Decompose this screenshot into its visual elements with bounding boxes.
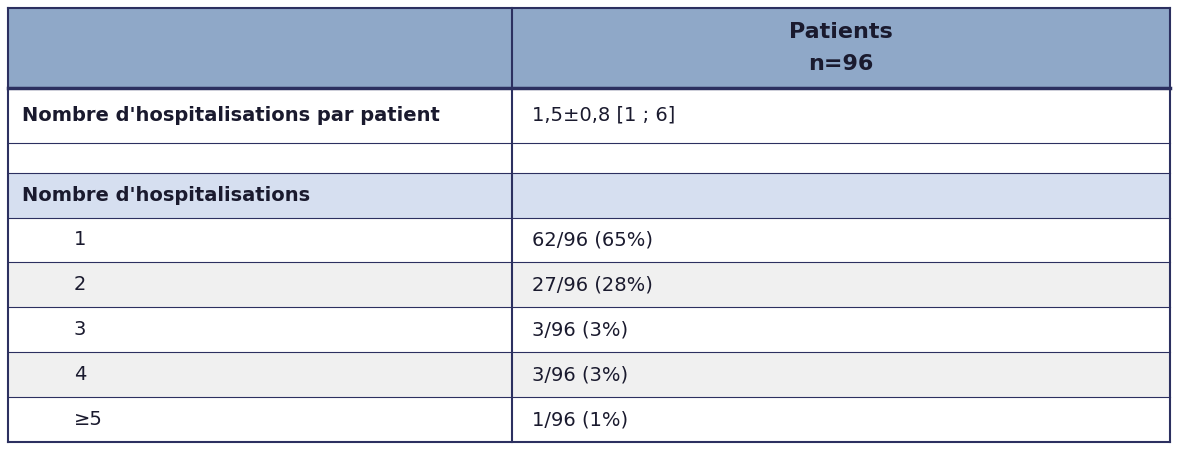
Bar (512, 397, 1170, 442)
Text: Patients
n=96: Patients n=96 (789, 22, 893, 74)
Text: 1/96 (1%): 1/96 (1%) (531, 410, 628, 429)
Bar (512, 307, 1170, 352)
Text: Nombre d'hospitalisations par patient: Nombre d'hospitalisations par patient (22, 106, 441, 125)
Bar (8, 262, 512, 307)
Text: 4: 4 (73, 365, 86, 384)
Bar (512, 8, 1170, 88)
Bar (8, 143, 512, 173)
Bar (8, 217, 512, 262)
Bar (8, 8, 512, 88)
Bar (8, 88, 512, 143)
Text: 3/96 (3%): 3/96 (3%) (531, 365, 628, 384)
Text: Nombre d'hospitalisations: Nombre d'hospitalisations (22, 185, 310, 205)
Bar (512, 173, 1170, 217)
Bar (8, 397, 512, 442)
Bar (512, 217, 1170, 262)
Text: 3: 3 (73, 320, 86, 339)
Text: 1,5±0,8 [1 ; 6]: 1,5±0,8 [1 ; 6] (531, 106, 675, 125)
Text: ≥5: ≥5 (73, 410, 102, 429)
Bar (8, 173, 512, 217)
Bar (512, 352, 1170, 397)
Bar (8, 352, 512, 397)
Bar (512, 262, 1170, 307)
Text: 2: 2 (73, 275, 86, 294)
Text: 1: 1 (73, 230, 86, 249)
Bar (8, 307, 512, 352)
Bar (512, 88, 1170, 143)
Text: 27/96 (28%): 27/96 (28%) (531, 275, 653, 294)
Text: 62/96 (65%): 62/96 (65%) (531, 230, 653, 249)
Bar (512, 143, 1170, 173)
Text: 3/96 (3%): 3/96 (3%) (531, 320, 628, 339)
